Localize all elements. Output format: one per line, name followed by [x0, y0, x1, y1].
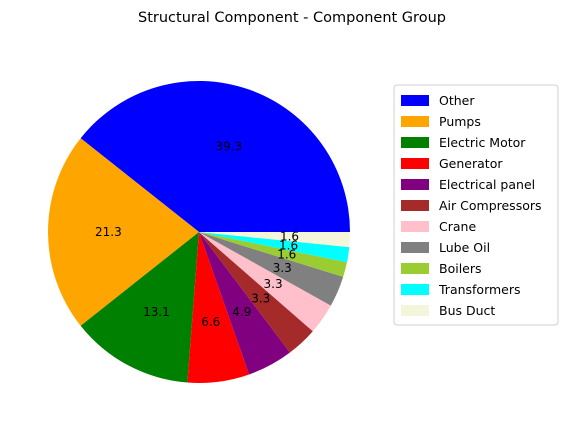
pie-value-label: 3.3	[273, 261, 292, 275]
legend: Other Pumps Electric Motor Generator Electri…	[393, 84, 559, 326]
legend-entry-label: Boilers	[439, 261, 482, 276]
legend-entry-label: Lube Oil	[439, 240, 490, 255]
legend-swatch	[401, 179, 429, 190]
pie-slice-generator	[187, 232, 250, 383]
pie-slices	[48, 81, 350, 383]
legend-swatch	[401, 284, 429, 295]
legend-swatch	[401, 158, 429, 169]
legend-entry-label: Electrical panel	[439, 177, 535, 192]
legend-entry-label: Transformers	[438, 282, 521, 297]
pie-slice-lube-oil	[199, 232, 344, 306]
chart-title: Structural Component - Component Group	[138, 10, 446, 26]
legend-swatch	[401, 263, 429, 274]
legend-swatch	[401, 137, 429, 148]
pie-value-label: 6.6	[201, 315, 220, 329]
pie-value-label: 3.3	[264, 277, 283, 291]
pie-slice-electric-motor	[80, 232, 199, 383]
legend-swatch	[401, 305, 429, 316]
legend-swatch	[401, 116, 429, 127]
pie-value-labels: 39.321.313.16.64.93.33.33.31.61.61.6	[95, 139, 299, 328]
legend-swatch	[401, 221, 429, 232]
pie-slice-boilers	[199, 232, 347, 277]
pie-value-label: 1.6	[279, 239, 298, 253]
pie-value-label: 3.3	[251, 291, 270, 305]
pie-slice-pumps	[48, 138, 200, 326]
pie-slice-crane	[199, 232, 331, 332]
pie-slice-other	[80, 81, 350, 233]
legend-entry-label: Electric Motor	[439, 135, 526, 150]
legend-swatch	[401, 242, 429, 253]
pie-value-label: 21.3	[95, 225, 122, 239]
pie-value-label: 39.3	[215, 139, 242, 153]
legend-entry-label: Bus Duct	[439, 303, 495, 318]
pie-slice-bus-duct	[199, 232, 350, 248]
pie-slice-air-compressors	[199, 232, 313, 353]
pie-slice-transformers	[199, 232, 350, 263]
legend-frame	[393, 84, 559, 326]
pie-slice-electrical-panel	[199, 232, 290, 375]
legend-entry-label: Air Compressors	[439, 198, 542, 213]
legend-swatch	[401, 95, 429, 106]
pie-value-label: 4.9	[232, 305, 251, 319]
legend-entry-label: Other	[439, 93, 475, 108]
pie-value-label: 13.1	[143, 305, 170, 319]
legend-entry-label: Crane	[439, 219, 476, 234]
legend-swatch	[401, 200, 429, 211]
pie-value-label: 1.6	[280, 230, 299, 244]
pie-value-label: 1.6	[277, 248, 296, 262]
legend-entry-label: Generator	[439, 156, 503, 171]
legend-entry-label: Pumps	[439, 114, 481, 129]
